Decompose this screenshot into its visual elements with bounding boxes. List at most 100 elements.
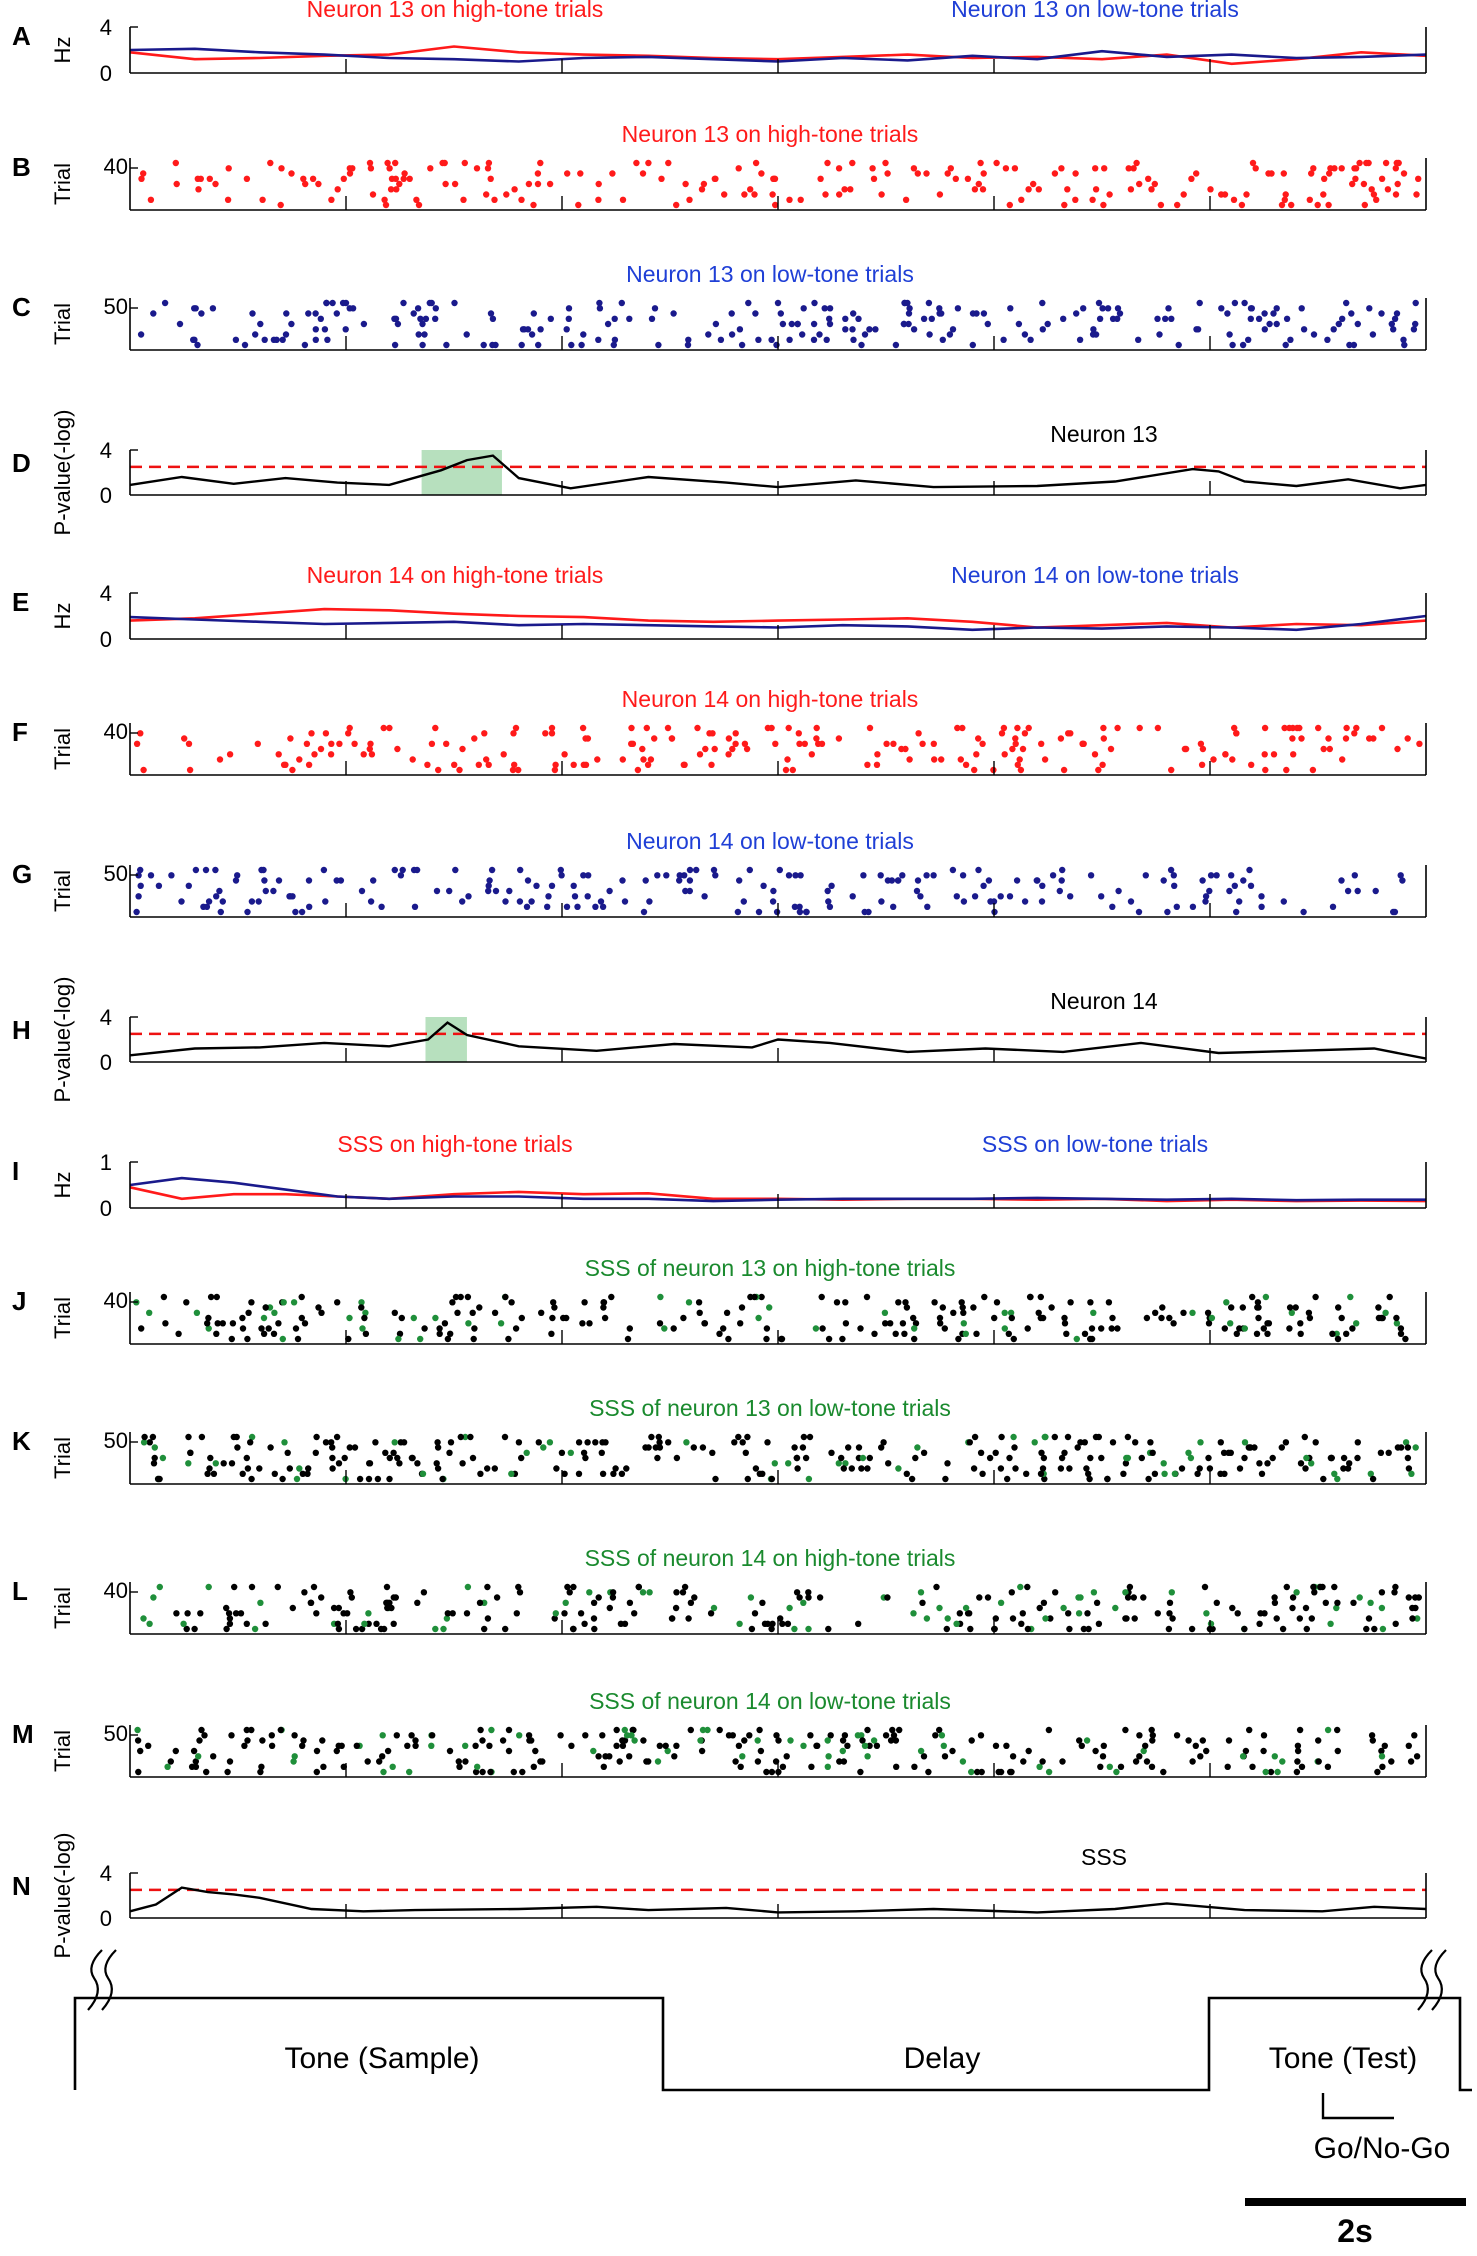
spike-dot — [708, 761, 715, 768]
spike-dot — [1315, 1758, 1322, 1765]
spike-dot — [1016, 756, 1023, 763]
spike-dot — [1182, 745, 1190, 753]
spike-dot — [769, 191, 776, 198]
spike-dot — [1092, 186, 1100, 193]
sss-spike-dot — [1124, 1454, 1132, 1462]
spike-dot — [758, 1293, 765, 1301]
spike-dot — [823, 336, 830, 343]
spike-dot — [1065, 1610, 1072, 1617]
spike-dot — [1352, 175, 1359, 182]
spike-dot — [962, 761, 970, 768]
spike-dot — [364, 1758, 371, 1765]
spike-dot — [228, 1335, 235, 1343]
spike-dot — [1401, 341, 1408, 349]
spike-dot — [379, 1753, 386, 1760]
spike-dot — [592, 1439, 599, 1446]
spike-dot — [651, 735, 658, 742]
spike-dot — [1148, 186, 1155, 193]
spike-dot — [1020, 1758, 1027, 1765]
spike-dot — [518, 1454, 525, 1462]
spike-dot — [481, 1625, 488, 1633]
spike-dot — [1391, 315, 1399, 322]
spike-dot — [192, 1758, 199, 1765]
spike-dot — [413, 196, 420, 203]
spike-dot — [890, 903, 897, 910]
spike-dot — [1057, 735, 1065, 742]
sss-spike-dot — [800, 1599, 807, 1607]
spike-dot — [595, 336, 602, 343]
spike-dot — [329, 1454, 336, 1462]
spike-dot — [1278, 1444, 1286, 1451]
spike-dot — [1391, 908, 1399, 916]
spike-dot — [183, 1299, 190, 1306]
spike-dot — [618, 299, 625, 307]
spike-dot — [712, 872, 719, 879]
spike-dot — [1142, 1742, 1149, 1750]
spike-dot — [1084, 1610, 1091, 1617]
spike-dot — [315, 180, 322, 188]
spike-dot — [426, 299, 433, 307]
spike-dot — [1201, 1583, 1209, 1591]
spike-dot — [258, 1763, 265, 1771]
spike-dot — [191, 1625, 198, 1633]
sss-spike-dot — [1412, 1444, 1419, 1451]
spike-dot — [1289, 1594, 1297, 1601]
panel-title: Neuron 13 on high-tone trials — [622, 121, 919, 147]
panel-title-low: Neuron 14 on low-tone trials — [951, 562, 1239, 588]
spike-dot — [872, 326, 879, 333]
spike-dot — [1039, 1314, 1047, 1322]
spike-dot — [795, 730, 802, 737]
spike-dot — [1397, 1325, 1405, 1332]
spike-dot — [977, 1449, 985, 1457]
spike-dot — [476, 1599, 484, 1607]
sss-spike-dot — [1113, 1768, 1120, 1776]
spike-dot — [336, 740, 343, 747]
spike-dot — [334, 1620, 342, 1628]
spike-dot — [1081, 1330, 1089, 1338]
spike-dot — [1117, 1763, 1125, 1771]
spike-dot — [346, 724, 353, 732]
spike-dot — [257, 320, 264, 328]
spike-dot — [1394, 745, 1401, 753]
spike-dot — [334, 1299, 341, 1306]
spike-dot — [1037, 1293, 1045, 1301]
spike-dot — [1324, 1763, 1332, 1771]
spike-dot — [1222, 751, 1229, 758]
sss-spike-dot — [516, 1732, 523, 1739]
spike-dot — [712, 175, 719, 182]
sss-spike-dot — [805, 1625, 812, 1633]
sss-spike-dot — [631, 1737, 638, 1744]
spike-dot — [282, 761, 289, 768]
spike-dot — [575, 1439, 583, 1446]
spike-dot — [1315, 1737, 1322, 1744]
spike-dot — [777, 310, 784, 317]
spike-dot — [791, 903, 799, 910]
spike-dot — [973, 1330, 980, 1338]
spike-dot — [1048, 1304, 1055, 1311]
spike-dot — [1224, 1763, 1231, 1771]
sss-spike-dot — [1408, 1470, 1415, 1478]
spike-dot — [1264, 1330, 1271, 1338]
spike-dot — [784, 756, 791, 763]
sss-spike-dot — [389, 1763, 396, 1771]
spike-dot — [1392, 191, 1400, 198]
panel-label: Neuron 14 — [1050, 988, 1158, 1014]
sss-spike-dot — [546, 1439, 554, 1446]
spike-dot — [686, 196, 693, 203]
y-tick-label: 40 — [104, 1288, 128, 1313]
spike-dot — [998, 1433, 1005, 1441]
spike-dot — [538, 1309, 545, 1317]
spike-dot — [432, 315, 439, 322]
spike-dot — [865, 908, 872, 916]
spike-dot — [662, 1742, 669, 1750]
spike-dot — [581, 1299, 588, 1306]
spike-dot — [1145, 1475, 1152, 1483]
spike-dot — [421, 331, 428, 338]
spike-dot — [882, 1732, 890, 1739]
spike-dot — [1006, 201, 1013, 209]
spike-dot — [459, 898, 466, 905]
y-axis-label: Hz — [50, 603, 75, 630]
spike-dot — [1106, 191, 1113, 198]
spike-dot — [1124, 1594, 1132, 1601]
spike-dot — [776, 866, 783, 874]
